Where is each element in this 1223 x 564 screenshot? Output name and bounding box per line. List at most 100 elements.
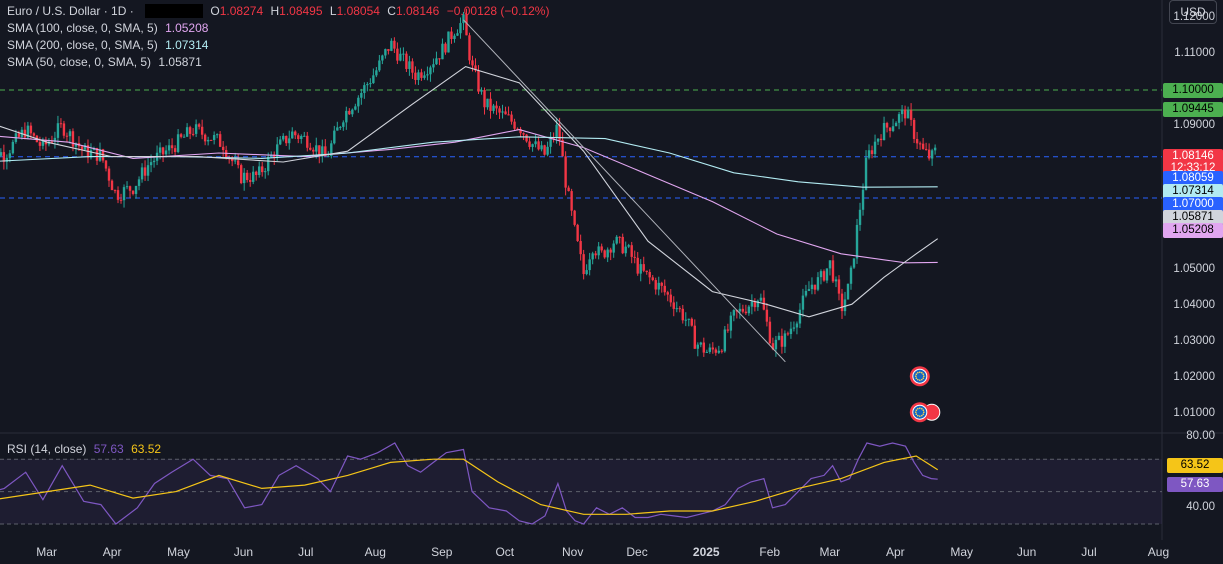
candle-body [567, 187, 570, 192]
time-axis-tick: Aug [1147, 545, 1170, 559]
candle-body [200, 126, 204, 135]
candle-body [137, 179, 141, 186]
sma200-legend[interactable]: SMA (200, close, 0, SMA, 5) 1.07314 [7, 37, 212, 53]
candle-body [906, 110, 910, 119]
rsi-legend[interactable]: RSI (14, close) 57.63 63.52 [7, 441, 165, 457]
candle-body [248, 180, 252, 182]
candle-body [396, 48, 399, 61]
candle-body [588, 259, 591, 271]
sma50-legend[interactable]: SMA (50, close, 0, SMA, 5) 1.05871 [7, 54, 206, 70]
candle-body [927, 149, 931, 159]
candle-body [819, 271, 823, 278]
candle-body [579, 241, 582, 255]
event-icon-star [919, 379, 921, 382]
candle-body [164, 150, 168, 155]
sma50-value: 1.05871 [158, 55, 202, 69]
candle-body [741, 308, 745, 312]
event-icon-star [915, 375, 917, 378]
candle-body [681, 308, 684, 321]
event-icon-star [921, 407, 923, 410]
candle-body [152, 160, 156, 163]
candle-body [206, 139, 210, 142]
open-value: 1.08274 [219, 4, 264, 18]
time-axis-tick: Mar [36, 545, 57, 559]
candle-body [197, 124, 201, 127]
candle-body [414, 72, 417, 80]
candle-body [134, 185, 138, 194]
time-axis-tick: May [167, 545, 190, 559]
event-icon-star [915, 377, 918, 380]
candle-body [696, 344, 699, 349]
candle-body [534, 141, 537, 145]
price-axis-tick: 1.03000 [1173, 335, 1215, 347]
event-icon-star [919, 407, 921, 410]
candle-body [486, 98, 489, 108]
candle-body [218, 134, 222, 147]
candle-body [678, 308, 681, 310]
candle-body [849, 267, 853, 284]
sma100-legend[interactable]: SMA (100, close, 0, SMA, 5) 1.05208 [7, 20, 212, 36]
candle-body [618, 236, 621, 238]
candle-body [537, 141, 540, 150]
candle-body [242, 172, 246, 184]
candle-body [786, 333, 790, 335]
candle-body [288, 138, 291, 144]
candle-body [185, 127, 189, 137]
candle-body [672, 302, 675, 309]
price-label: 1.08059 [1163, 170, 1223, 186]
candle-body [612, 243, 615, 253]
candle-body [209, 139, 213, 141]
candle-body [666, 292, 669, 295]
sma50-label: SMA (50, close, 0, SMA, 5) [7, 55, 152, 69]
candle-body [5, 157, 9, 162]
candle-body [648, 271, 651, 278]
candle-body [684, 319, 687, 321]
time-axis-tick: Nov [562, 545, 584, 559]
candle-body [89, 150, 93, 158]
event-icon-star [922, 409, 925, 412]
rsi-series-line [0, 442, 938, 525]
candle-body [525, 134, 528, 142]
candle-body [318, 145, 321, 157]
price-label: 1.09445 [1163, 102, 1223, 118]
candle-body [573, 210, 576, 225]
candle-body [657, 282, 660, 290]
event-icon-star [922, 373, 925, 376]
event-icon-star [919, 415, 921, 418]
candle-body [687, 318, 690, 320]
candle-body [41, 140, 45, 146]
candle-body [585, 270, 588, 275]
candle-body [549, 137, 552, 147]
candle-body [522, 133, 525, 135]
event-icon-star [922, 377, 925, 380]
candle-body [483, 89, 486, 108]
currency-button[interactable]: USD [1169, 0, 1217, 24]
time-axis-tick: 2025 [692, 545, 720, 559]
candle-body [348, 110, 351, 115]
candle-body [630, 245, 633, 257]
candle-body [408, 61, 411, 69]
symbol-title[interactable]: Euro / U.S. Dollar · 1D · [7, 4, 134, 18]
price-label: 1.07314 [1163, 184, 1223, 200]
price-axis-tick: 1.05000 [1173, 263, 1215, 275]
candle-body [251, 171, 255, 182]
candle-body [528, 141, 531, 147]
candle-body [279, 139, 282, 145]
candle-body [417, 72, 420, 80]
candle-body [360, 92, 363, 98]
event-icon-star [917, 371, 919, 374]
candle-body [693, 325, 696, 349]
candle-body [468, 35, 471, 61]
candle-body [606, 249, 609, 258]
event-icon-star [915, 411, 917, 414]
candle-body [828, 260, 832, 269]
candle-body [456, 33, 459, 36]
candle-body [744, 311, 748, 314]
event-icon-star [921, 378, 923, 381]
candle-body [321, 146, 324, 157]
sma200-value: 1.07314 [165, 38, 209, 52]
candle-body [324, 146, 327, 157]
candle-body [303, 135, 306, 137]
price-axis-tick: 1.09000 [1173, 119, 1215, 131]
